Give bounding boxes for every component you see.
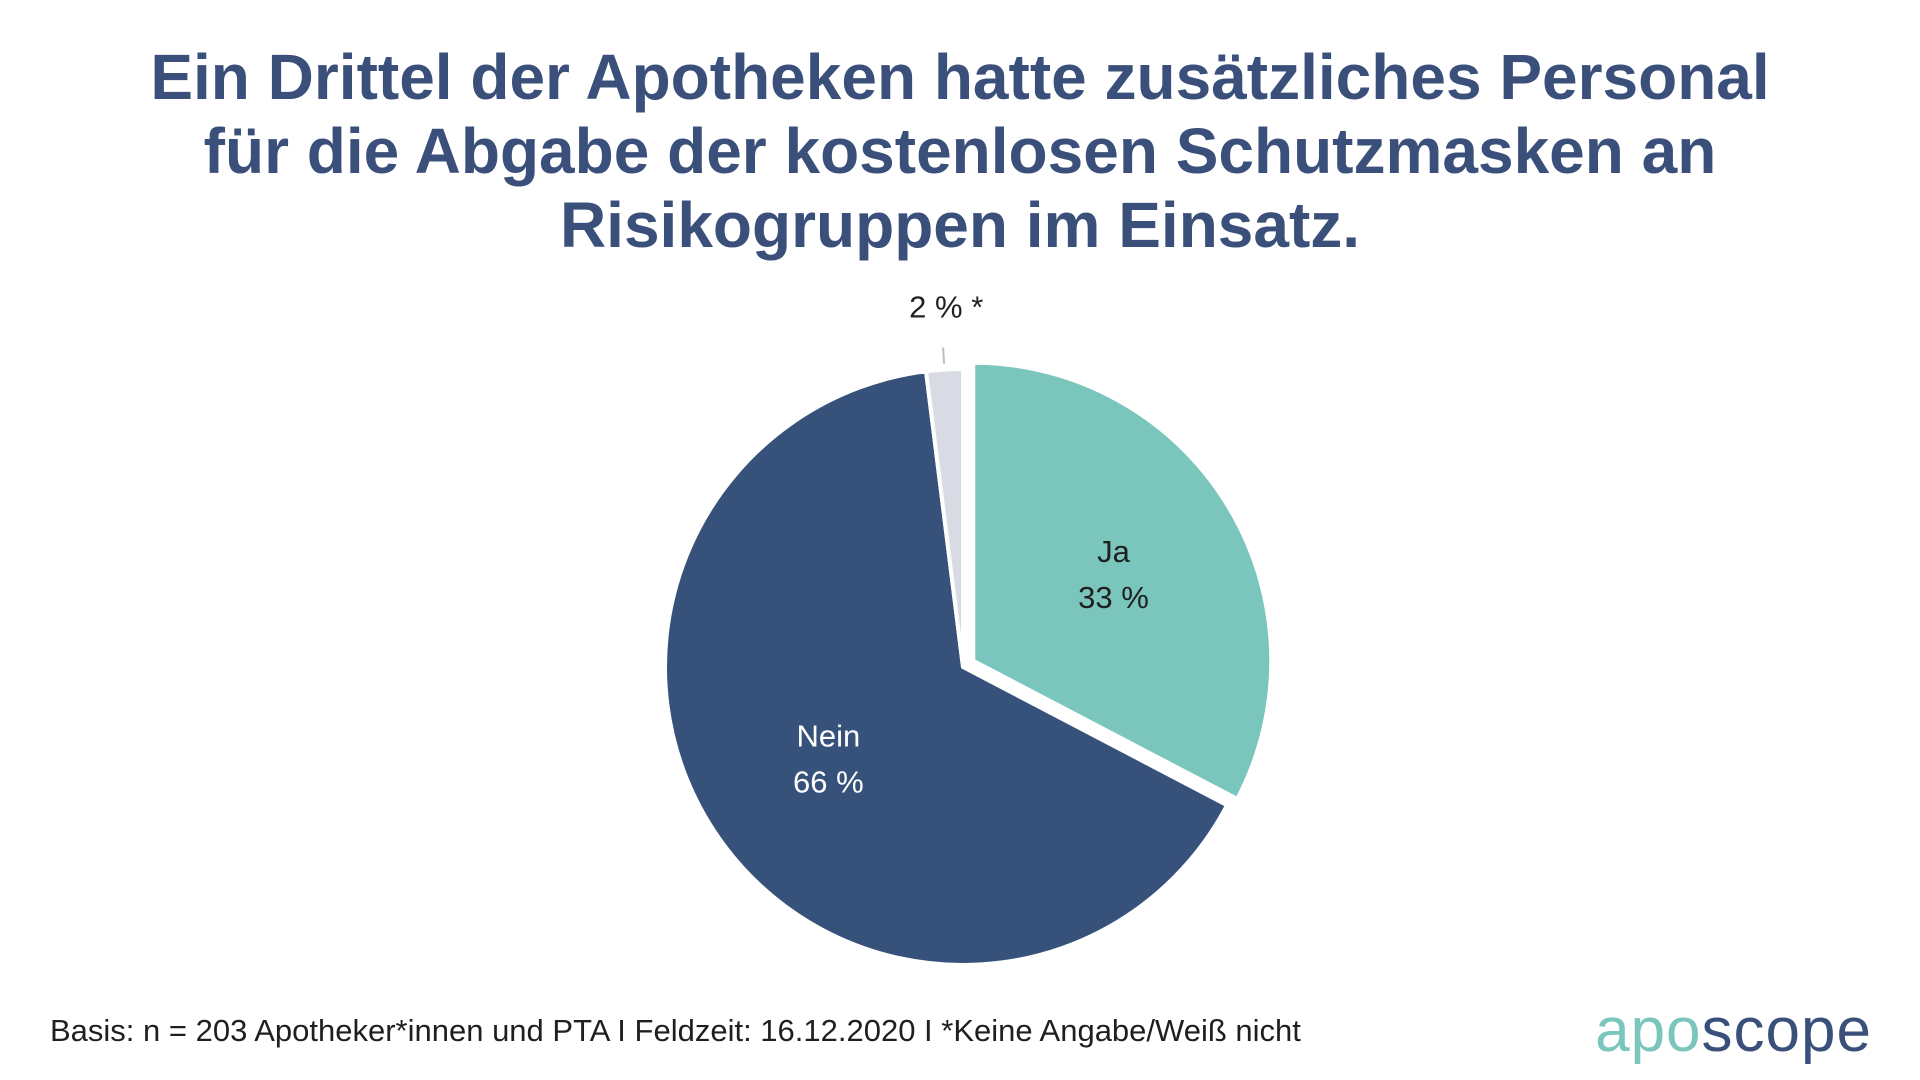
slice-label-ja: Ja xyxy=(1097,534,1131,569)
slice-leader-line xyxy=(942,347,946,364)
chart-title: Ein Drittel der Apotheken hatte zusätzli… xyxy=(60,40,1860,262)
title-line-3: Risikogruppen im Einsatz. xyxy=(559,189,1361,261)
logo-part-apo: apo xyxy=(1595,996,1702,1065)
footnote: Basis: n = 203 Apotheker*innen und PTA I… xyxy=(50,1013,1301,1048)
pie-slice-keine-angabe xyxy=(924,367,965,669)
title-line-2: für die Abgabe der kostenlosen Schutzmas… xyxy=(203,115,1717,187)
pie-slice-ja xyxy=(971,360,1274,801)
slice-label-nein: Nein xyxy=(796,718,860,753)
pie-slice-nein xyxy=(663,369,1230,967)
slice-value-ja: 33 % xyxy=(1078,580,1149,615)
slice-value-keine-angabe: 2 % * xyxy=(909,290,983,325)
pie-slices xyxy=(663,360,1274,967)
pie-labels: Ja 33 % Nein 66 % 2 % * xyxy=(793,290,1149,800)
title-line-1: Ein Drittel der Apotheken hatte zusätzli… xyxy=(150,41,1770,113)
logo-part-scope: scope xyxy=(1701,996,1872,1065)
slice-value-nein: 66 % xyxy=(793,764,864,799)
aposcope-logo: aposcope xyxy=(1595,995,1872,1066)
